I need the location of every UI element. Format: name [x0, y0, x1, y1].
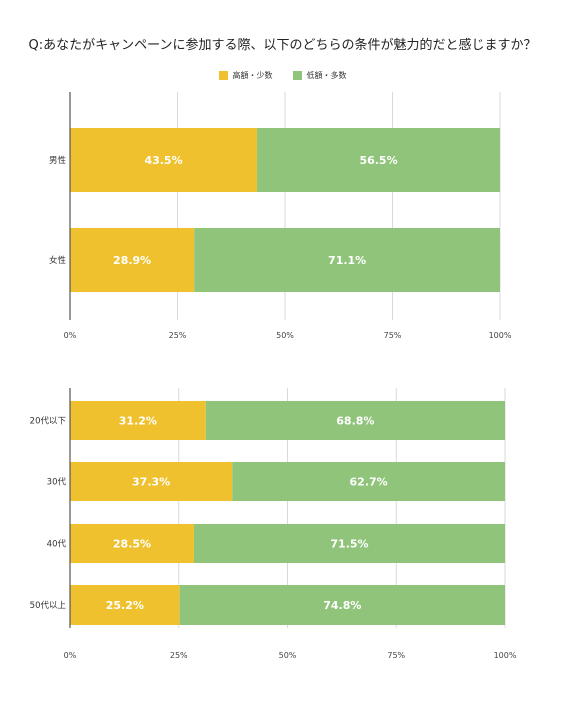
legend-item-low: 低額・多数 — [292, 70, 347, 81]
legend-label-high: 高額・少数 — [232, 71, 273, 80]
x-tick-label: 25% — [170, 651, 188, 660]
bar-segment — [257, 128, 500, 192]
legend-swatch-low — [292, 71, 302, 80]
data-label: 31.2% — [119, 415, 157, 428]
bar-segment — [232, 462, 505, 501]
data-label: 28.9% — [113, 254, 151, 267]
x-tick-label: 100% — [494, 651, 517, 660]
data-label: 56.5% — [359, 154, 397, 167]
bar-segment — [70, 524, 194, 563]
bar-segment — [70, 585, 180, 625]
category-label: 40代 — [47, 539, 67, 550]
x-tick-label: 50% — [279, 651, 297, 660]
x-tick-label: 0% — [64, 331, 77, 340]
bar-segment — [70, 462, 233, 501]
category-label: 20代以下 — [30, 416, 67, 427]
category-label: 男性 — [49, 155, 67, 166]
data-label: 25.2% — [106, 599, 144, 612]
bar-segment — [70, 128, 258, 192]
x-tick-label: 75% — [384, 331, 402, 340]
data-label: 68.8% — [336, 415, 374, 428]
data-label: 74.8% — [323, 599, 361, 612]
data-label: 62.7% — [350, 476, 388, 489]
legend: 高額・少数 低額・多数 — [0, 70, 565, 81]
legend-item-high: 高額・少数 — [218, 70, 273, 81]
bar-segment — [70, 401, 206, 440]
legend-label-low: 低額・多数 — [306, 71, 347, 80]
data-label: 43.5% — [144, 154, 182, 167]
category-label: 女性 — [49, 255, 67, 266]
bar-segment — [194, 228, 500, 292]
x-tick-label: 0% — [64, 651, 77, 660]
category-label: 30代 — [47, 477, 67, 488]
category-label: 50代以上 — [30, 600, 67, 611]
chart-title: Q:あなたがキャンペーンに参加する際、以下のどちらの条件が魅力的だと感じますか？ — [28, 38, 537, 53]
x-tick-label: 100% — [489, 331, 512, 340]
bar-segment — [179, 585, 505, 625]
x-tick-label: 75% — [387, 651, 405, 660]
data-label: 71.5% — [330, 538, 368, 551]
data-label: 37.3% — [132, 476, 170, 489]
x-tick-label: 25% — [169, 331, 187, 340]
bar-segment — [70, 228, 195, 292]
x-tick-label: 50% — [276, 331, 294, 340]
legend-swatch-high — [218, 71, 228, 80]
bar-segment — [193, 524, 505, 563]
bar-segment — [205, 401, 505, 440]
data-label: 71.1% — [328, 254, 366, 267]
data-label: 28.5% — [113, 538, 151, 551]
